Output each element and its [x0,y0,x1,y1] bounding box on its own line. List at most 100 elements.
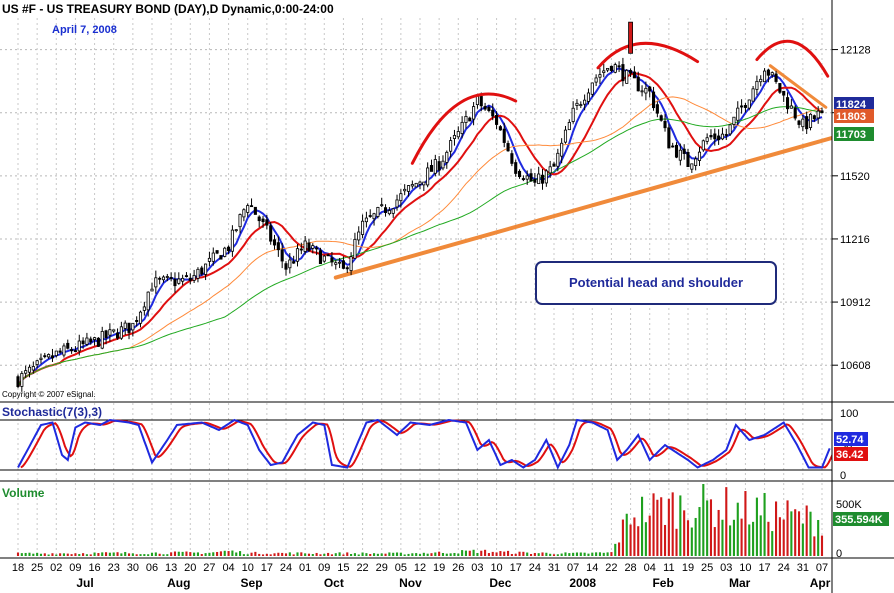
volume-bar [208,552,211,556]
volume-bar [177,551,180,556]
candle-body [177,278,181,284]
candle-body [31,366,35,371]
volume-bar [729,525,732,556]
day-tick-label: 15 [337,562,349,574]
day-tick-label: 10 [739,562,751,574]
candle-body [452,135,457,139]
candle-body [242,209,246,218]
volume-bar [105,552,108,556]
volume-bar [526,552,529,556]
day-tick-label: 01 [299,562,311,574]
volume-bar [369,554,372,556]
volume-bar [629,524,632,556]
day-tick-label: 30 [127,562,139,574]
volume-bar [510,553,513,556]
month-tick-label: Apr [810,576,831,590]
candle-body [249,205,254,208]
head-and-shoulder-arcs [410,21,830,165]
volume-bar [663,524,667,556]
candle-body [383,207,388,213]
candle-body [292,261,296,264]
volume-bar [388,552,391,556]
stoch-k-line [17,418,831,470]
volume-bar [491,551,494,556]
grid [0,18,832,556]
volume-bar [265,553,268,556]
day-tick-label: 22 [605,562,617,574]
day-tick-label: 13 [165,562,177,574]
candle-body [740,105,744,108]
candle-body [158,277,162,280]
volume-bar [219,551,222,556]
volume-bar [656,499,659,556]
candle-body [445,151,449,163]
volume-bar [350,553,353,556]
volume-bar [78,554,81,556]
volume-bar [621,519,624,556]
candle-body [418,181,422,185]
candle-body [464,116,468,123]
volume-bar [269,554,272,556]
volume-bar [694,517,697,556]
price-badge-bg [834,109,874,123]
volume-bar [82,553,85,556]
candle-body [724,134,728,136]
candle-body [674,144,679,158]
candle-body [123,322,127,329]
volume-bar [744,491,747,556]
candle-body [284,263,288,270]
volume-bar [250,552,253,556]
candle-body [238,214,242,228]
volume-bar [595,552,598,556]
volume-bar [357,554,360,556]
volume-bar [181,551,184,556]
candle-body [720,133,725,140]
day-tick-label: 27 [203,562,215,574]
volume-bar [572,552,575,556]
volume-bar [426,553,429,556]
volume-bar [292,554,295,556]
candle-body [119,326,123,339]
candle-body [146,291,150,311]
day-tick-label: 07 [816,562,828,574]
candle-body [805,116,809,130]
candle-body [529,173,533,182]
candle-body [567,122,571,131]
price-badge-text: 11803 [836,111,866,123]
candle-body [548,166,552,174]
volume-bar [476,552,479,556]
volume-bar [120,553,123,556]
candle-body [376,207,380,217]
candle-body [751,88,755,102]
candle-body [697,151,702,161]
candle-body [682,148,686,154]
volume-bar [85,554,88,556]
candle-body [307,242,311,251]
candle-body [154,277,158,288]
candle-body [782,90,786,96]
candle-body [150,288,154,292]
volume-bar [162,554,165,556]
candle-body [387,210,391,215]
volume-bar [537,553,540,556]
volume-title: Volume [2,486,45,500]
day-tick-label: 29 [376,562,388,574]
candle-body [560,142,564,157]
candle-body [770,72,774,76]
candle-body [227,246,231,252]
volume-bar [365,553,368,556]
price-badge: 11824 [834,97,874,111]
volume-bar [24,552,27,556]
candle-body [89,338,93,343]
day-tick-label: 24 [778,562,790,574]
candle-body [426,167,430,186]
candle-body [391,208,395,214]
volume-bar [334,553,337,556]
candle-body [456,131,460,138]
candle-body [525,175,529,180]
day-tick-label: 18 [12,562,24,574]
volume-bar [242,554,245,556]
day-tick-label: 06 [146,562,158,574]
candle-body [315,247,319,250]
volume-bar [686,520,690,556]
